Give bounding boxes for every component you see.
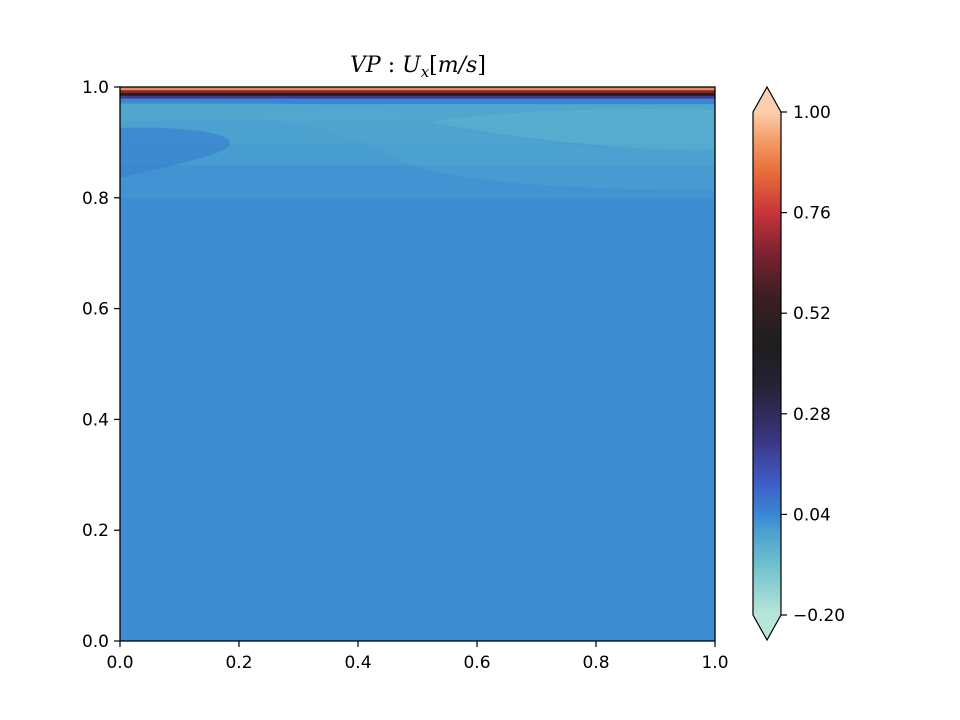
colorbar-tick-label: −0.20 [793, 606, 845, 626]
chart-title: VP : Ux[m/s] [350, 53, 486, 81]
field-patch [120, 127, 230, 178]
velocity-field [120, 87, 715, 641]
y-tick-label: 0.4 [82, 410, 109, 430]
x-tick-label: 0.8 [582, 653, 609, 673]
x-tick-label: 0.2 [225, 653, 252, 673]
field-band [120, 142, 715, 166]
colorbar-tick-label: 0.28 [793, 405, 831, 425]
y-tick-label: 0.0 [82, 632, 109, 652]
y-tick-label: 0.8 [82, 189, 109, 209]
y-axis: 0.0 0.2 0.4 0.6 0.8 1.0 [82, 78, 120, 652]
y-tick-label: 1.0 [82, 78, 109, 98]
field-patch [120, 101, 715, 190]
x-tick-label: 0.0 [106, 653, 133, 673]
y-tick-label: 0.6 [82, 300, 109, 320]
colorbar [752, 85, 782, 642]
field-band [120, 197, 715, 641]
field-band [120, 89, 715, 94]
x-axis: 0.0 0.2 0.4 0.6 0.8 1.0 [106, 641, 729, 673]
field-patch [430, 109, 715, 151]
plot-frame [119, 86, 716, 642]
field-band [120, 87, 715, 91]
colorbar-extend-high [753, 87, 781, 112]
x-tick-label: 0.4 [344, 653, 371, 673]
colorbar-tick-label: 0.04 [793, 505, 831, 525]
field-band [120, 98, 715, 105]
field-band [120, 95, 715, 99]
field-band [120, 164, 715, 199]
field-band [120, 92, 715, 96]
colorbar-tick-label: 0.52 [793, 304, 831, 324]
y-tick-label: 0.2 [82, 521, 109, 541]
colorbar-gradient [753, 112, 781, 615]
x-tick-label: 0.6 [463, 653, 490, 673]
colorbar-tick-label: 0.76 [793, 204, 831, 224]
colorbar-extend-low [753, 615, 781, 640]
colorbar-ticks: −0.20 0.04 0.28 0.52 0.76 1.00 [781, 103, 845, 626]
colorbar-tick-label: 1.00 [793, 103, 831, 123]
x-tick-label: 1.0 [701, 653, 728, 673]
